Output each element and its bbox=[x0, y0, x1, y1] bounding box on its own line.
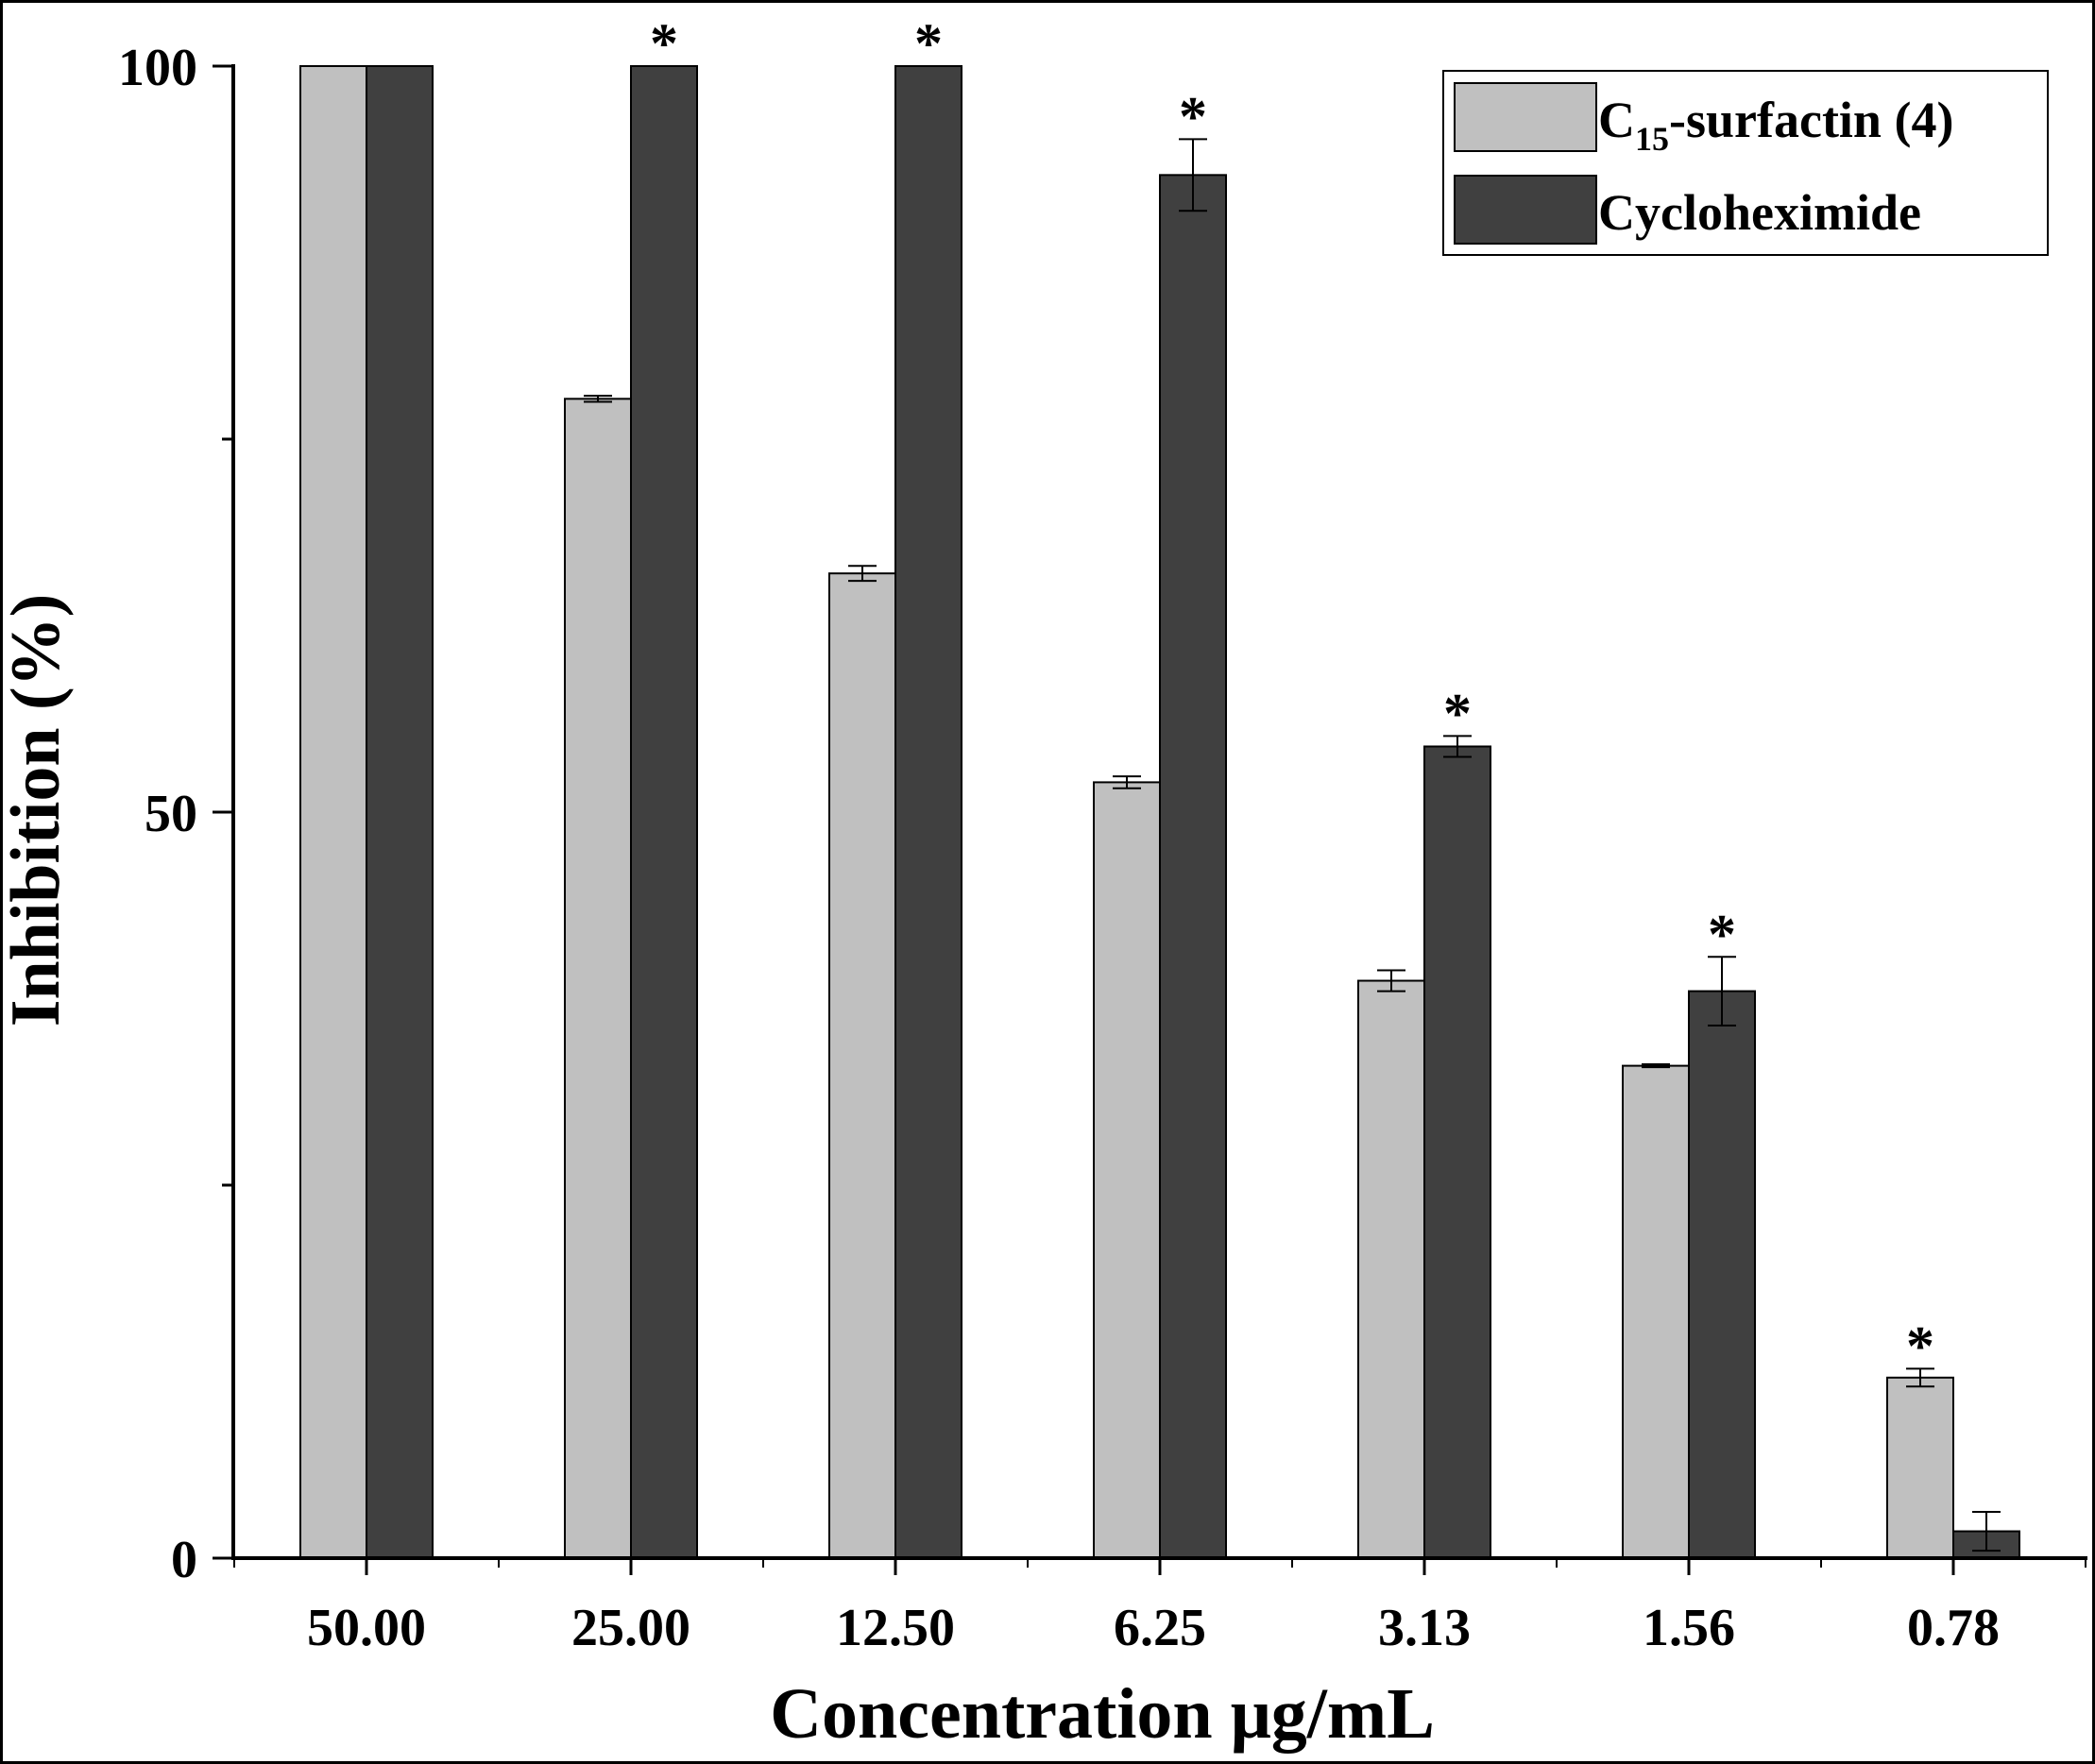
error-bar-0-4 bbox=[1377, 969, 1405, 992]
error-bar-0-1 bbox=[584, 395, 612, 403]
error-bar-0-6 bbox=[1906, 1367, 1934, 1388]
error-bar-1-3 bbox=[1179, 138, 1207, 212]
legend-label-cycloheximide: Cycloheximide bbox=[1598, 184, 1921, 241]
bar-cycloheximide-4 bbox=[1423, 745, 1491, 1559]
bar-cycloheximide-0 bbox=[366, 65, 434, 1559]
bar-surfactin-0 bbox=[299, 65, 367, 1559]
y-tick-label-100: 100 bbox=[118, 39, 197, 97]
legend: C15-surfactin (4) Cycloheximide bbox=[1442, 70, 2049, 256]
significance-star-1-3: * bbox=[1179, 85, 1207, 147]
bar-surfactin-4 bbox=[1357, 979, 1425, 1560]
bar-surfactin-6 bbox=[1886, 1376, 1954, 1559]
significance-star-1-4: * bbox=[1443, 682, 1472, 744]
significance-layer: * * * * * * bbox=[650, 12, 1934, 1377]
error-bar-1-6 bbox=[1972, 1511, 2001, 1552]
y-axis-label: Inhibition (%) bbox=[0, 594, 75, 1027]
bar-surfactin-1 bbox=[564, 398, 632, 1560]
bar-cycloheximide-1 bbox=[630, 65, 698, 1559]
significance-star-1-1: * bbox=[650, 12, 678, 75]
y-tick-label-0: 0 bbox=[171, 1531, 197, 1589]
bar-cycloheximide-3 bbox=[1159, 174, 1227, 1560]
legend-swatch-cycloheximide bbox=[1454, 175, 1597, 245]
x-tick-label-5: 1.56 bbox=[1643, 1599, 1735, 1657]
legend-swatch-surfactin bbox=[1454, 82, 1597, 152]
significance-star-1-5: * bbox=[1708, 903, 1736, 965]
error-bar-1-5 bbox=[1708, 956, 1736, 1026]
bars-layer bbox=[299, 65, 2020, 1560]
axes-layer: 50.00 25.00 12.50 6.25 3.13 1.56 0.78 0 50 100 bbox=[118, 39, 2087, 1657]
x-tick-label-1: 25.00 bbox=[571, 1599, 690, 1657]
error-bar-0-5 bbox=[1642, 1063, 1670, 1069]
bar-surfactin-5 bbox=[1622, 1064, 1690, 1559]
error-bar-1-4 bbox=[1443, 735, 1472, 758]
error-bar-0-2 bbox=[848, 565, 877, 583]
y-tick-label-50: 50 bbox=[145, 785, 197, 843]
bar-surfactin-3 bbox=[1093, 781, 1161, 1559]
significance-star-0-6: * bbox=[1906, 1315, 1934, 1377]
x-tick-label-0: 50.00 bbox=[307, 1599, 426, 1657]
error-bar-0-3 bbox=[1113, 775, 1141, 789]
bar-cycloheximide-2 bbox=[894, 65, 962, 1559]
error-bars-layer bbox=[584, 138, 2001, 1552]
legend-label-surfactin: C15-surfactin (4) bbox=[1598, 92, 1953, 158]
x-tick-label-3: 6.25 bbox=[1114, 1599, 1206, 1657]
x-tick-label-6: 0.78 bbox=[1907, 1599, 2000, 1657]
bar-surfactin-2 bbox=[828, 572, 896, 1560]
bar-cycloheximide-5 bbox=[1688, 990, 1756, 1559]
significance-star-1-2: * bbox=[914, 12, 943, 75]
x-tick-label-4: 3.13 bbox=[1378, 1599, 1471, 1657]
x-tick-label-2: 12.50 bbox=[836, 1599, 955, 1657]
x-axis-label: Concentration μg/mL bbox=[770, 1674, 1435, 1754]
